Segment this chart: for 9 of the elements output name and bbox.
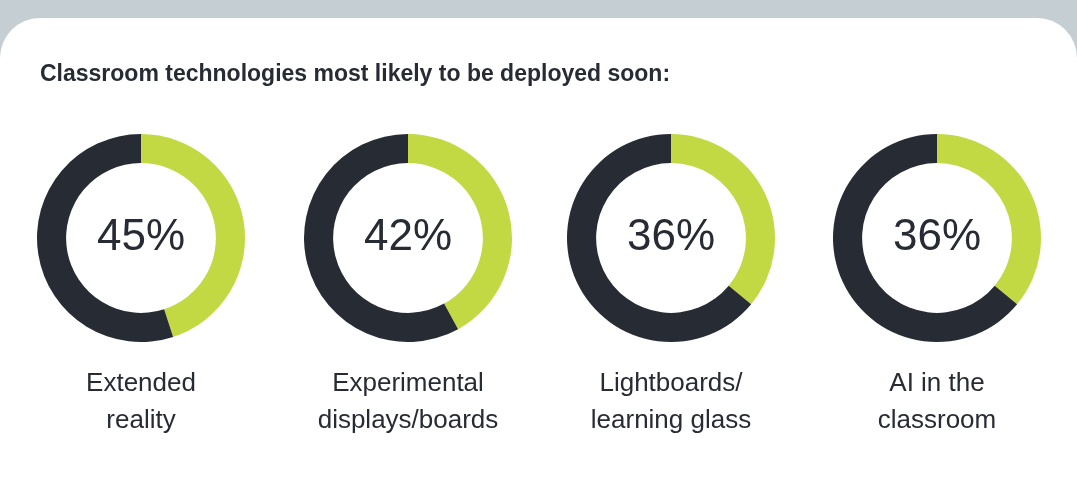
data-label: 42% [363,210,453,260]
text: Classroom technologies most likely to be deployed soon: [40,60,671,87]
text: Experimental displays/boards [316,366,500,436]
text: Lightboards/ learning glass [589,366,753,436]
data-label: 45% [96,210,186,260]
text: Extended reality [85,366,197,436]
data-label: 36% [626,210,716,260]
data-label: 36% [892,210,982,260]
text: AI in the classroom [876,366,998,436]
